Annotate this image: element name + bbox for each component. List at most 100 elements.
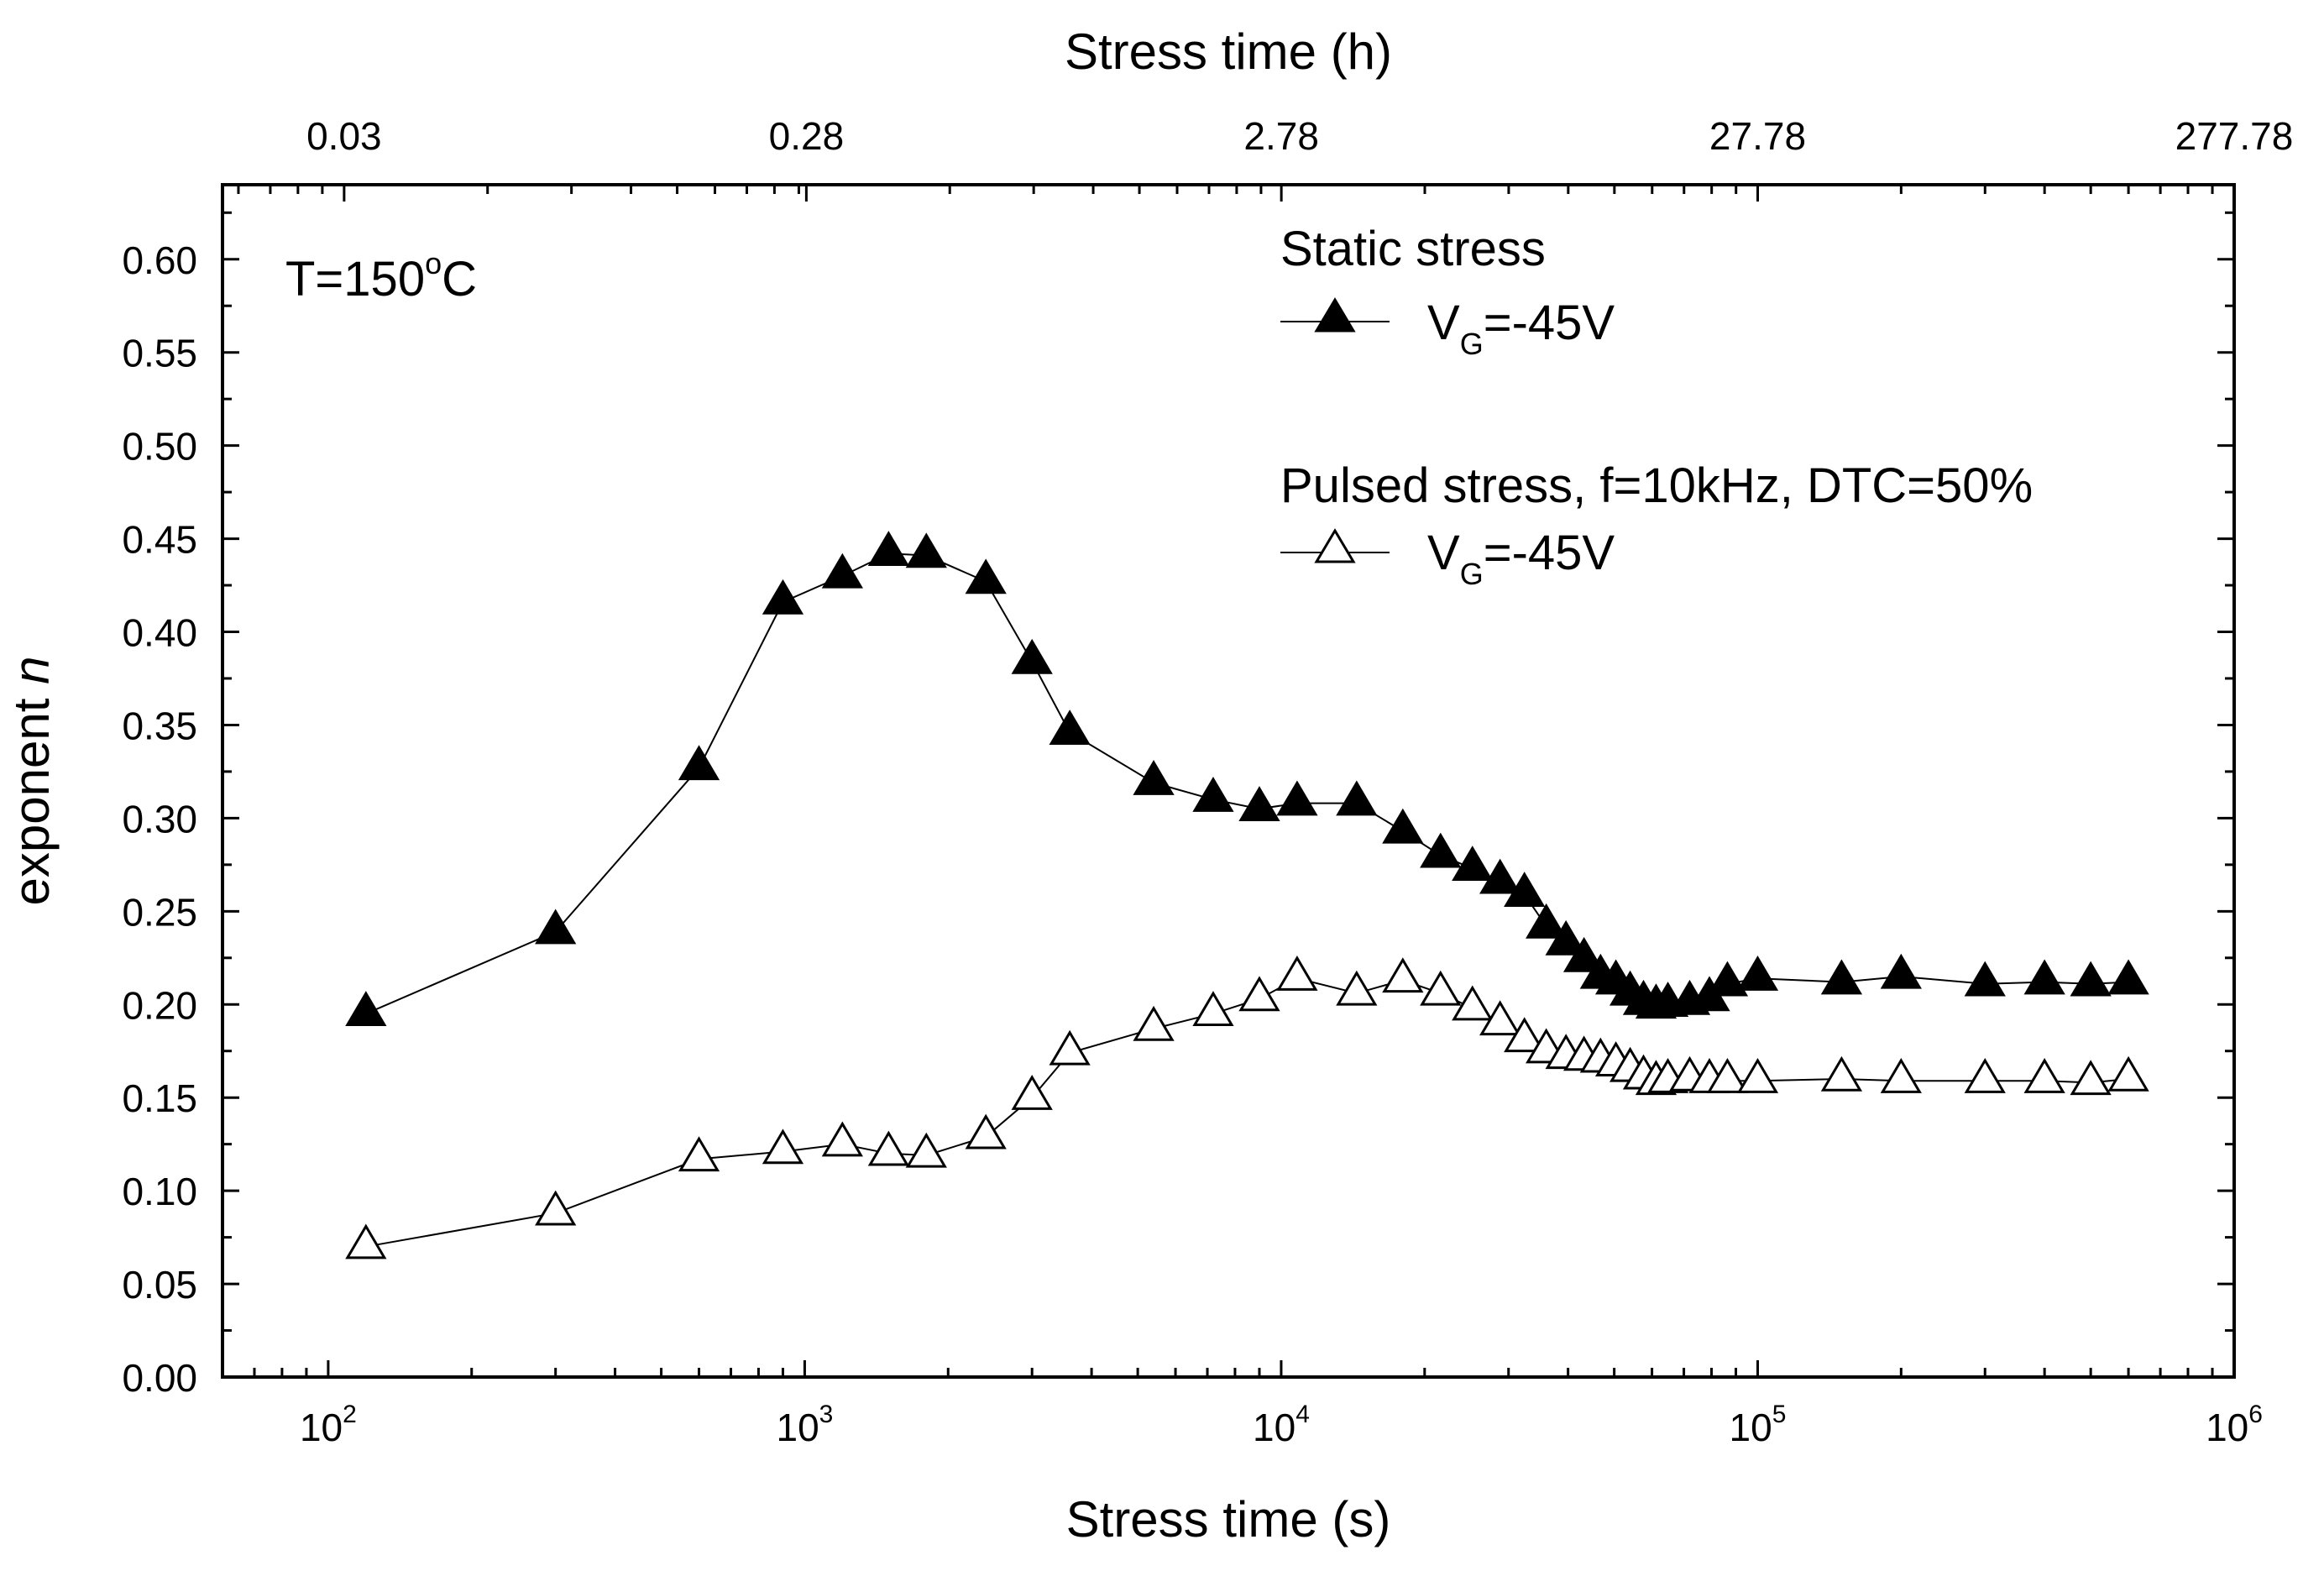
x-tick-base: 10 [2206, 1406, 2248, 1449]
y-tick-label: 0.30 [122, 797, 197, 840]
y-tick-label: 0.35 [122, 704, 197, 747]
plot-frame [221, 183, 2236, 1379]
x-tick-base: 10 [1253, 1406, 1295, 1449]
open-triangle-point [762, 1129, 804, 1165]
top-axis-title: Stress time (h) [1065, 24, 1392, 80]
filled-triangle-point [1011, 638, 1053, 674]
open-triangle-point [821, 1121, 863, 1157]
filled-triangle-point [762, 579, 804, 615]
y-tick-label: 0.15 [122, 1076, 197, 1120]
legend-static-label: VG=-45V [1427, 296, 1615, 361]
open-triangle-point [535, 1190, 577, 1226]
x-tick-exponent: 3 [819, 1401, 834, 1428]
filled-triangle-point [1504, 872, 1546, 908]
top-tick-label: 27.78 [1709, 114, 1806, 158]
open-triangle-point [2107, 1055, 2149, 1092]
filled-triangle-point [1133, 760, 1175, 795]
y-tick-label: 0.05 [122, 1263, 197, 1307]
x-tick-label: 103 [776, 1401, 833, 1449]
legend-static-sub: G [1460, 327, 1484, 361]
filled-triangle-point [1736, 956, 1779, 991]
open-triangle-point [1382, 957, 1424, 993]
filled-triangle-point [1545, 919, 1587, 956]
open-triangle-point [905, 1132, 947, 1168]
open-triangle-point [1336, 970, 1378, 1006]
temperature-value: T=150 [285, 252, 425, 306]
legend-pulsed-value: =-45V [1484, 526, 1615, 580]
x-tick-base: 10 [1730, 1406, 1772, 1449]
filled-triangle-point [1452, 846, 1494, 881]
filled-triangle-point [1382, 808, 1424, 844]
filled-triangle-point [965, 558, 1007, 594]
filled-triangle-point [345, 991, 387, 1027]
filled-triangle-point [1420, 832, 1462, 868]
legend: Static stress VG=-45V Pulsed stress, f=1… [1280, 222, 2033, 591]
y-tick-label: 0.60 [122, 238, 197, 282]
legend-pulsed-label: VG=-45V [1427, 526, 1615, 591]
filled-triangle-point [2107, 959, 2149, 995]
y-tick-label: 0.55 [122, 332, 197, 375]
open-triangle-point [1964, 1058, 2006, 1093]
y-tick-label: 0.50 [122, 425, 197, 469]
open-triangle-point [1504, 1017, 1546, 1053]
top-tick-label: 2.78 [1243, 114, 1319, 158]
open-triangle-point [1238, 976, 1280, 1012]
filled-triangle-point [821, 552, 863, 589]
open-triangle-point [1820, 1055, 1863, 1092]
open-triangle-point [1049, 1029, 1091, 1066]
legend-static-value: =-45V [1484, 296, 1615, 350]
legend-pulsed-marker [1314, 528, 1356, 563]
filled-triangle-point [867, 531, 909, 567]
x-tick-label: 102 [300, 1401, 357, 1449]
legend-static-v: V [1427, 296, 1460, 350]
x-tick-exponent: 4 [1295, 1401, 1310, 1428]
y-tick-label: 0.20 [122, 983, 197, 1027]
open-triangle-point [1011, 1075, 1053, 1110]
open-triangle-point [678, 1136, 720, 1172]
top-tick-label: 0.28 [769, 114, 845, 158]
open-triangle-point [1452, 985, 1494, 1021]
y-axis-title-var: n [3, 657, 60, 684]
series-line-2 [365, 977, 2129, 1248]
filled-triangle-point [1820, 959, 1863, 995]
filled-triangle-point [1192, 777, 1234, 812]
open-triangle-point [1706, 1058, 1749, 1093]
y-tick-label: 0.40 [122, 611, 197, 655]
x-tick-label: 105 [1730, 1401, 1787, 1449]
legend-static-header: Static stress [1280, 222, 1546, 276]
filled-triangle-point [1238, 786, 1280, 821]
filled-triangle-point [1049, 710, 1091, 746]
x-tick-base: 10 [776, 1406, 819, 1449]
filled-triangle-point [905, 532, 947, 568]
filled-triangle-point [678, 745, 720, 781]
x-tick-exponent: 6 [2248, 1401, 2263, 1428]
temperature-unit: C [442, 252, 477, 306]
y-axis-title-word: exponent [3, 698, 60, 905]
filled-triangle-point [1526, 903, 1568, 939]
x-axis-title: Stress time (s) [1066, 1491, 1391, 1547]
x-tick-label: 106 [2206, 1401, 2263, 1449]
open-triangle-point [867, 1130, 909, 1166]
open-triangle-point [2070, 1060, 2112, 1096]
temperature-annotation: T=150oC [285, 246, 477, 306]
legend-pulsed-header: Pulsed stress, f=10kHz, DTC=50% [1280, 458, 2033, 513]
open-triangle-point [1736, 1058, 1779, 1093]
filled-triangle-point [1479, 858, 1521, 894]
filled-triangle-point [1880, 953, 1922, 989]
filled-triangle-point [1706, 961, 1749, 997]
open-triangle-point [1133, 1005, 1175, 1041]
filled-triangle-point [2070, 961, 2112, 997]
series-line-1 [365, 552, 2129, 1015]
y-tick-label: 0.00 [122, 1356, 197, 1400]
open-triangle-point [1880, 1058, 1922, 1093]
open-triangle-point [345, 1223, 387, 1259]
temperature-degree: o [425, 246, 442, 280]
x-tick-label: 104 [1253, 1401, 1310, 1449]
top-tick-label: 277.78 [2175, 114, 2294, 158]
filled-triangle-point [1336, 780, 1378, 816]
filled-triangle-point [2023, 959, 2065, 995]
legend-static-marker [1314, 297, 1356, 333]
legend-pulsed-sub: G [1460, 557, 1484, 591]
x-tick-exponent: 2 [343, 1401, 357, 1428]
